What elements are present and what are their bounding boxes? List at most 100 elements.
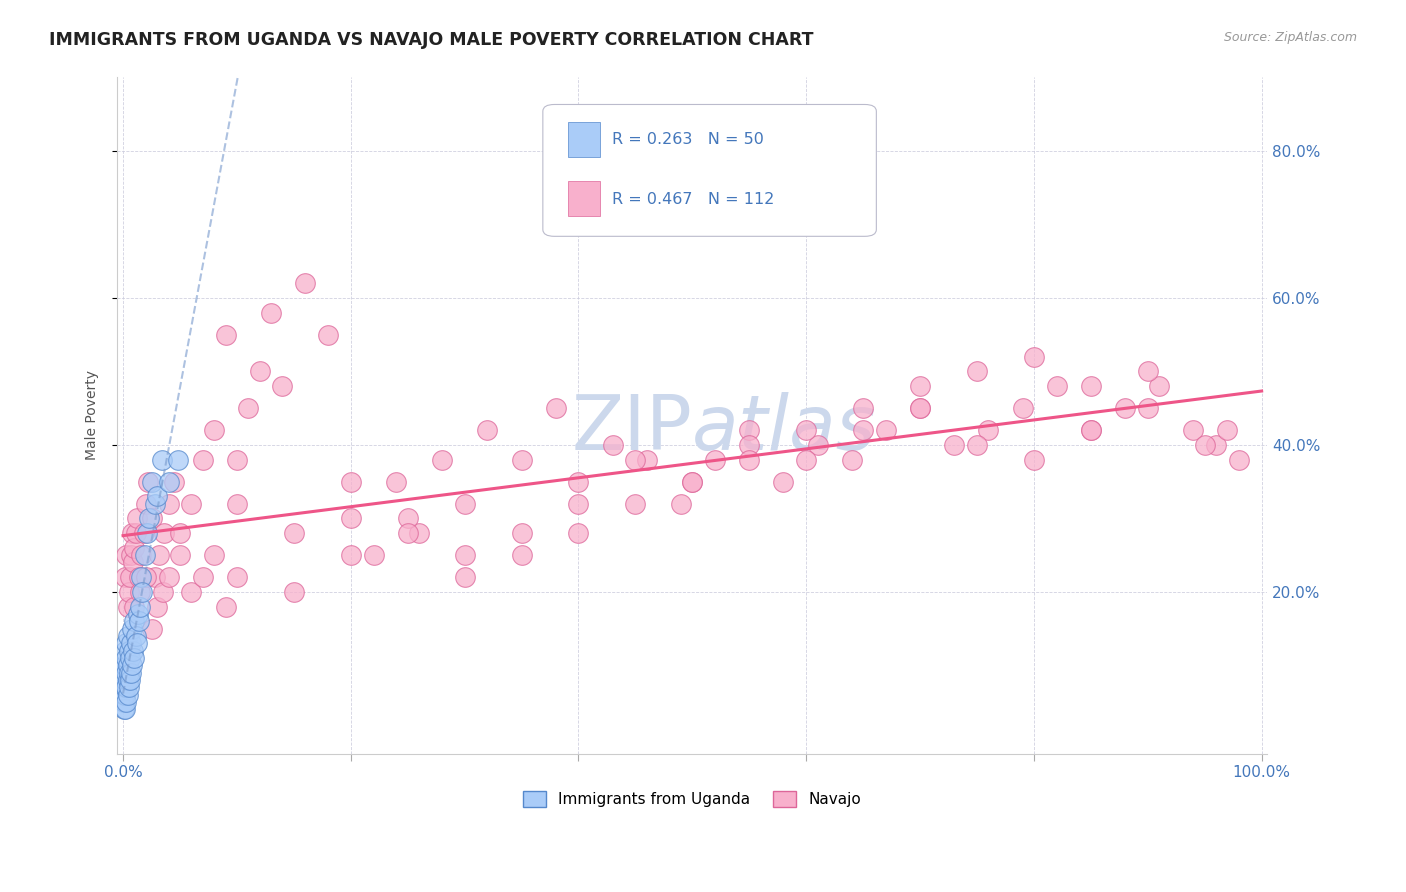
Point (260, 305, 283, 319)
Point (681, 475, 703, 489)
Point (148, 548, 170, 562)
Point (908, 401, 931, 416)
Point (202, 423, 225, 437)
Point (510, 526, 533, 541)
Point (132, 526, 155, 541)
Point (624, 497, 647, 511)
Point (127, 607, 149, 621)
Point (477, 423, 499, 437)
Point (681, 475, 703, 489)
Point (191, 452, 214, 467)
Point (115, 665, 138, 680)
Point (807, 438, 830, 452)
Point (169, 548, 191, 562)
Point (128, 614, 150, 628)
Point (852, 423, 875, 437)
Point (134, 548, 156, 562)
Point (124, 629, 146, 643)
Point (150, 452, 173, 467)
Point (738, 438, 761, 452)
Point (124, 541, 146, 555)
Point (1046, 379, 1069, 393)
Point (339, 548, 361, 562)
Point (339, 511, 361, 525)
Point (112, 665, 135, 680)
Point (1022, 452, 1045, 467)
Point (225, 497, 247, 511)
Point (453, 548, 475, 562)
Point (114, 658, 136, 673)
FancyBboxPatch shape (568, 181, 600, 216)
Point (121, 622, 143, 636)
Point (115, 695, 138, 709)
Point (120, 665, 142, 680)
Point (118, 665, 141, 680)
FancyBboxPatch shape (568, 122, 600, 157)
Point (122, 643, 145, 657)
Point (118, 585, 141, 599)
Point (339, 475, 361, 489)
Point (118, 673, 141, 687)
Point (544, 401, 567, 416)
Point (136, 526, 159, 541)
Point (157, 497, 180, 511)
Point (1114, 401, 1136, 416)
Point (908, 401, 931, 416)
Point (453, 497, 475, 511)
Point (128, 570, 150, 584)
Point (1216, 423, 1239, 437)
Point (124, 599, 146, 614)
Point (180, 497, 202, 511)
Point (166, 452, 188, 467)
Point (1136, 401, 1159, 416)
Point (120, 548, 142, 562)
Point (396, 511, 419, 525)
Point (704, 452, 727, 467)
Point (908, 379, 931, 393)
Point (112, 673, 135, 687)
Point (141, 475, 163, 489)
Point (738, 423, 761, 437)
Point (1227, 452, 1250, 467)
Point (152, 585, 174, 599)
Point (163, 475, 186, 489)
Text: IMMIGRANTS FROM UGANDA VS NAVAJO MALE POVERTY CORRELATION CHART: IMMIGRANTS FROM UGANDA VS NAVAJO MALE PO… (49, 31, 814, 49)
Point (129, 585, 152, 599)
Point (112, 702, 135, 716)
Point (121, 658, 143, 673)
Point (1022, 350, 1045, 364)
Point (117, 688, 139, 702)
Point (131, 585, 153, 599)
Point (146, 599, 169, 614)
Point (136, 475, 159, 489)
Point (238, 401, 260, 416)
Legend: Immigrants from Uganda, Navajo: Immigrants from Uganda, Navajo (517, 785, 868, 814)
Point (120, 636, 142, 650)
Point (191, 570, 214, 584)
Point (249, 364, 271, 378)
Point (202, 548, 225, 562)
Point (124, 651, 146, 665)
Point (225, 452, 247, 467)
Point (453, 570, 475, 584)
Point (841, 452, 863, 467)
Point (129, 599, 152, 614)
Point (1011, 401, 1033, 416)
Point (157, 475, 180, 489)
Text: R = 0.467   N = 112: R = 0.467 N = 112 (612, 192, 775, 207)
Point (118, 570, 141, 584)
Point (1080, 423, 1102, 437)
Point (1080, 379, 1102, 393)
Point (114, 570, 136, 584)
Y-axis label: Male Poverty: Male Poverty (86, 370, 100, 460)
Point (112, 658, 135, 673)
Point (214, 599, 236, 614)
Point (114, 681, 136, 695)
Point (112, 681, 135, 695)
Point (114, 673, 136, 687)
Point (135, 497, 157, 511)
Point (1182, 423, 1205, 437)
Point (738, 452, 761, 467)
Point (669, 497, 692, 511)
Point (114, 643, 136, 657)
